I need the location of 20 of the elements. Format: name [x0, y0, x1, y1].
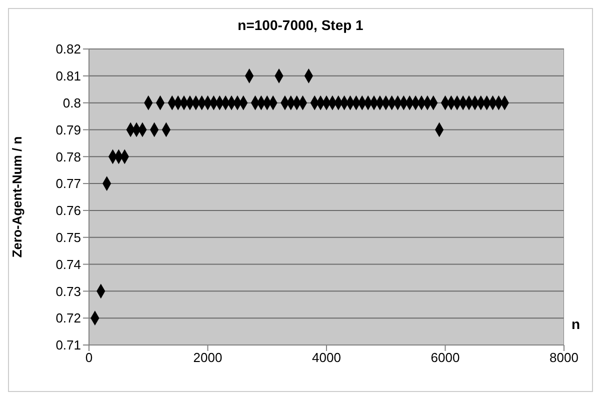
y-tick-label: 0.73 — [56, 284, 81, 299]
y-tick-label: 0.74 — [56, 256, 81, 272]
x-tick-label: 6000 — [430, 350, 460, 366]
x-tick-label: 8000 — [550, 350, 578, 366]
y-axis-title: Zero-Agent-Num / n — [10, 136, 25, 258]
y-tick-label: 0.71 — [56, 338, 81, 353]
x-axis-title: n — [571, 316, 580, 332]
y-tick-label: 0.81 — [56, 68, 81, 84]
y-tick-label: 0.79 — [56, 122, 81, 138]
chart-title: n=100-7000, Step 1 — [236, 16, 364, 35]
y-tick-label: 0.77 — [56, 176, 81, 192]
y-tick-label: 0.76 — [56, 203, 81, 218]
x-tick-label: 4000 — [312, 350, 341, 366]
y-tick-label: 0.75 — [56, 230, 81, 245]
y-tick-label: 0.78 — [56, 149, 81, 164]
y-tick-label: 0.82 — [56, 42, 81, 57]
x-tick-label: 2000 — [193, 350, 222, 366]
y-tick-label: 0.72 — [56, 310, 81, 326]
y-tick-label: 0.8 — [62, 95, 81, 110]
x-tick-label: 0 — [85, 350, 93, 366]
